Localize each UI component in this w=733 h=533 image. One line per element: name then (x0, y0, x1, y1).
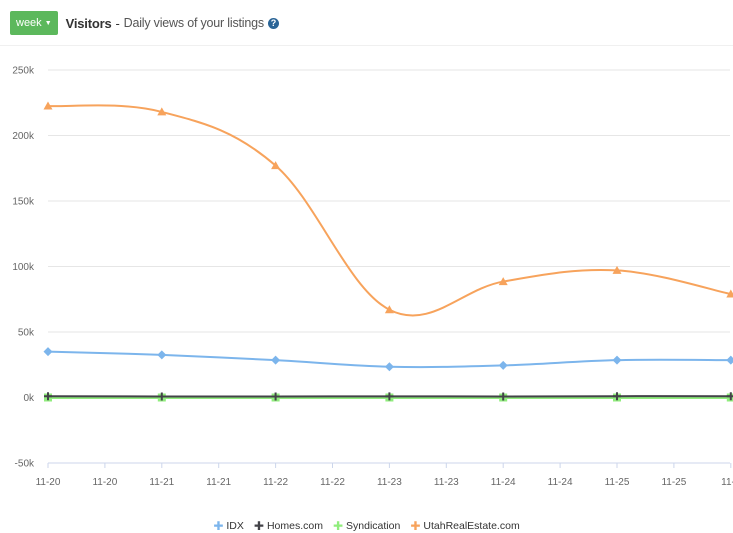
data-point-idx (384, 362, 394, 372)
legend-item-label: Syndication (346, 520, 401, 532)
y-tick-label: 150k (12, 197, 35, 208)
data-point-utahrealestate-com (43, 101, 53, 110)
legend-cross-icon: ✚ (253, 519, 264, 533)
y-tick-label: 50k (18, 328, 35, 339)
chart-title-separator: - (115, 15, 120, 31)
x-tick-label: 11-25 (605, 477, 630, 488)
data-point-utahrealestate-com (612, 265, 622, 274)
data-point-homes-com (726, 392, 733, 401)
legend-square-icon: ✚ (332, 519, 344, 533)
data-point-idx (157, 350, 167, 360)
data-point-idx (271, 355, 281, 365)
data-point-utahrealestate-com (498, 277, 508, 286)
x-tick-label: 11-21 (149, 477, 174, 488)
help-icon[interactable]: ? (267, 17, 279, 29)
legend-item[interactable]: ✚ Syndication (333, 520, 400, 532)
y-tick-label: 0k (23, 393, 35, 404)
data-point-homes-com (613, 392, 621, 401)
chart-header: week ▼ Visitors - Daily views of your li… (10, 10, 279, 36)
period-dropdown-label: week (16, 17, 42, 29)
y-tick-label: -50k (15, 459, 35, 470)
data-point-idx (498, 360, 508, 370)
x-tick-label: 11-25 (661, 477, 686, 488)
period-dropdown-button[interactable]: week ▼ (10, 11, 58, 35)
y-tick-label: 100k (12, 262, 35, 273)
legend-item-label: IDX (226, 520, 244, 532)
legend-diamond-icon: ✚ (213, 519, 224, 533)
legend-item[interactable]: ✚ IDX (213, 520, 244, 532)
x-tick-label: 11-2 (721, 477, 733, 488)
legend-item[interactable]: ✚ Homes.com (254, 520, 323, 532)
y-tick-label: 200k (12, 131, 35, 142)
y-tick-label: 250k (12, 66, 35, 77)
data-point-idx (43, 347, 53, 357)
data-point-utahrealestate-com (157, 107, 167, 116)
x-tick-label: 11-22 (320, 477, 345, 488)
data-point-homes-com (385, 392, 394, 401)
data-point-utahrealestate-com (726, 289, 733, 298)
x-tick-label: 11-22 (263, 477, 288, 488)
x-tick-label: 11-24 (548, 477, 573, 488)
data-point-utahrealestate-com (271, 161, 281, 170)
legend-item-label: UtahRealEstate.com (423, 520, 520, 532)
x-tick-label: 11-20 (92, 477, 117, 488)
data-point-homes-com (157, 392, 166, 401)
legend-item[interactable]: ✚ UtahRealEstate.com (410, 520, 519, 532)
x-tick-label: 11-21 (206, 477, 231, 488)
data-point-idx (726, 355, 733, 365)
chart-title: Visitors - Daily views of your listings … (66, 16, 279, 31)
header-divider (0, 45, 733, 46)
x-tick-label: 11-23 (434, 477, 459, 488)
legend-triangle-icon: ✚ (410, 519, 421, 533)
legend-item-label: Homes.com (266, 520, 323, 532)
data-point-homes-com (271, 392, 280, 401)
series-line-utahrealestate-com (47, 104, 732, 317)
caret-down-icon: ▼ (44, 19, 52, 27)
data-point-idx (612, 355, 622, 365)
data-point-homes-com (44, 392, 52, 401)
chart-title-main: Visitors (65, 15, 112, 31)
x-tick-label: 11-20 (36, 477, 61, 488)
chart-subtitle: Daily views of your listings (123, 16, 264, 30)
data-point-utahrealestate-com (384, 305, 394, 314)
chart-legend: ✚ IDX ✚ Homes.com ✚ Syndication ✚ UtahRealEstat… (0, 520, 733, 532)
x-tick-label: 11-24 (491, 477, 516, 488)
x-tick-label: 11-23 (377, 477, 402, 488)
data-point-homes-com (499, 392, 508, 401)
